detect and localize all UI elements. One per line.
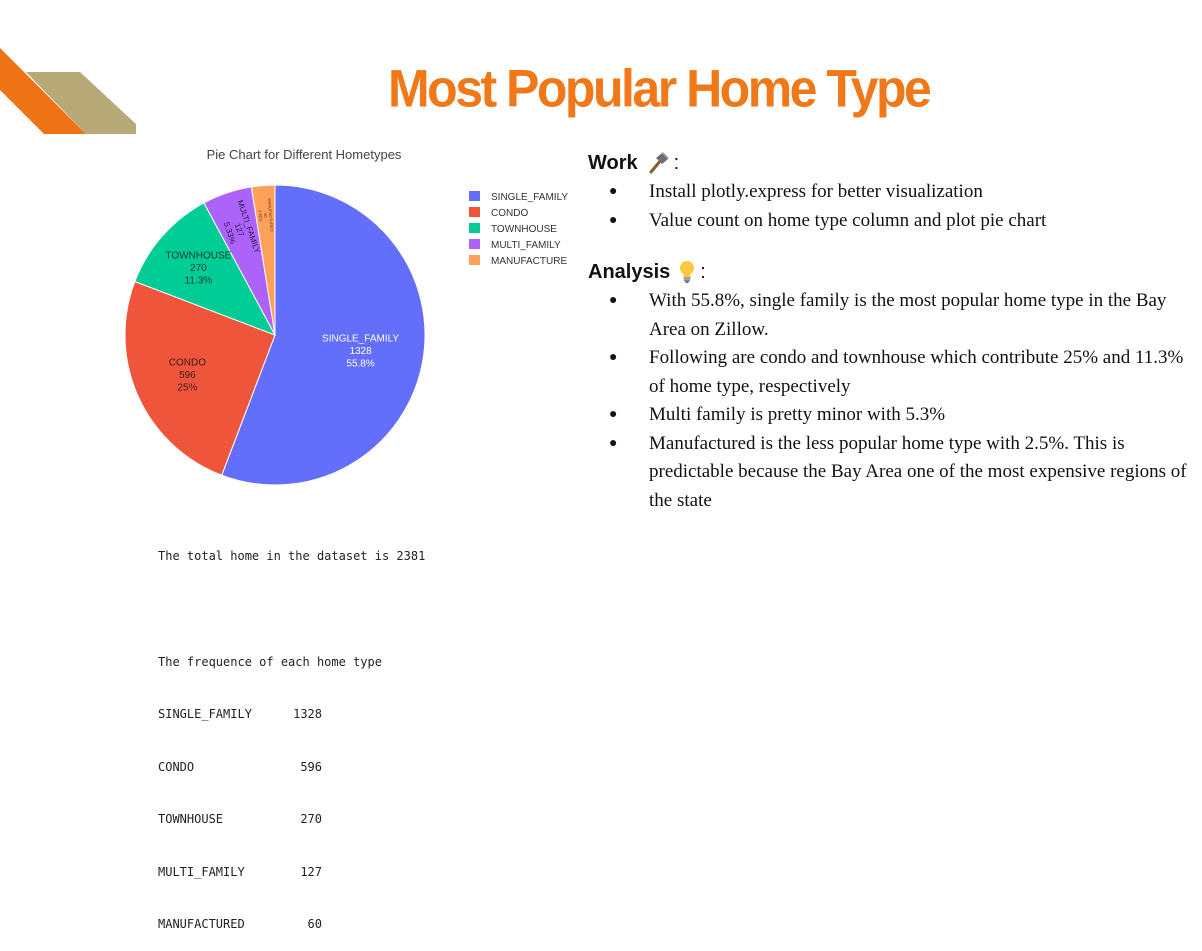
console-row-count: 596 — [300, 759, 322, 774]
console-row: MANUFACTURED 60 — [158, 916, 518, 934]
pie-chart: Pie Chart for Different Hometypes SINGLE_… — [100, 138, 580, 498]
legend-item[interactable]: MANUFACTURE — [469, 255, 567, 267]
slice-label-line: 2.52% — [258, 210, 264, 222]
work-bullet: Value count on home type column and plot… — [588, 207, 1188, 236]
console-row-count: 127 — [300, 864, 322, 879]
console-row: MULTI_FAMILY 127 — [158, 864, 518, 882]
console-total-line: The total home in the dataset is 2381 — [158, 549, 426, 563]
analysis-heading-colon: : — [700, 260, 706, 283]
analysis-heading: Analysis : — [588, 257, 1188, 287]
slice-label-line: 270 — [190, 263, 207, 274]
analysis-bullets: With 55.8%, single family is the most po… — [588, 287, 1188, 515]
slice-label-line: 25% — [177, 382, 197, 393]
work-heading-colon: : — [673, 151, 680, 174]
legend-swatch — [469, 207, 480, 217]
console-row-count: 1328 — [293, 707, 322, 721]
pie-chart-svg: Pie Chart for Different Hometypes SINGLE_… — [124, 147, 568, 486]
legend-label: SINGLE_FAMILY — [491, 192, 568, 203]
lightbulb-icon — [680, 261, 695, 283]
slice-label-line: MANUFACTURED — [267, 198, 275, 232]
legend-label: TOWNHOUSE — [491, 224, 557, 235]
hammer-icon — [649, 152, 669, 174]
pie-slice-manufactured[interactable] — [250, 184, 276, 336]
legend-item[interactable]: MULTI_FAMILY — [469, 239, 561, 251]
legend-swatch — [469, 239, 480, 249]
work-bullet: Install plotly.express for better visual… — [588, 178, 1188, 207]
console-output: The total home in the dataset is 2381 Th… — [158, 513, 518, 951]
slice-label-line: TOWNHOUSE — [165, 251, 231, 262]
console-row-name: CONDO — [158, 759, 195, 774]
corner-decoration — [0, 48, 136, 134]
console-row-name: MANUFACTURED — [158, 917, 245, 931]
work-heading: Work : — [588, 148, 1188, 178]
console-row-count: 60 — [307, 917, 322, 931]
legend-item[interactable]: TOWNHOUSE — [469, 223, 557, 235]
slide-title: Most Popular Home Type — [388, 59, 932, 118]
khaki-stripe — [26, 72, 136, 134]
console-row-name: TOWNHOUSE — [158, 812, 224, 826]
notes-panel: Work : Install plotly.express for better… — [588, 148, 1188, 515]
console-row-count: 270 — [300, 812, 322, 826]
analysis-bullet: Manufactured is the less popular home ty… — [588, 430, 1188, 516]
slice-label-line: CONDO — [169, 357, 206, 368]
slice-label-line: 55.8% — [346, 359, 374, 370]
legend-label: MANUFACTURE — [491, 256, 567, 267]
slice-label-line: 1328 — [349, 346, 372, 357]
legend-swatch — [469, 223, 480, 233]
console-row-name: SINGLE_FAMILY — [158, 707, 252, 721]
chart-title: Pie Chart for Different Hometypes — [207, 147, 402, 162]
console-row: CONDO 596 — [158, 759, 518, 777]
legend-label: MULTI_FAMILY — [491, 240, 561, 251]
work-heading-text: Work — [588, 151, 638, 174]
legend-label: CONDO — [491, 208, 528, 219]
slice-label-line: 60 — [263, 213, 268, 219]
orange-stripe — [0, 48, 86, 134]
legend-item[interactable]: SINGLE_FAMILY — [469, 191, 568, 203]
pie-slice-single-family[interactable] — [221, 184, 426, 486]
analysis-heading-text: Analysis — [588, 260, 671, 283]
pie-slice-condo[interactable] — [124, 280, 276, 476]
analysis-bullet: With 55.8%, single family is the most po… — [588, 287, 1188, 344]
analysis-bullet: Following are condo and townhouse which … — [588, 344, 1188, 401]
legend-swatch — [469, 191, 480, 201]
console-row-name: MULTI_FAMILY — [158, 864, 245, 879]
pie-slice-townhouse[interactable] — [134, 202, 277, 336]
slice-label-line: 596 — [179, 370, 196, 381]
legend-swatch — [469, 255, 480, 265]
legend-item[interactable]: CONDO — [469, 207, 528, 219]
console-row: TOWNHOUSE 270 — [158, 811, 518, 829]
work-bullets: Install plotly.express for better visual… — [588, 178, 1188, 235]
slice-label-line: 11.3% — [185, 276, 213, 287]
slice-label-line: 127 — [233, 222, 246, 238]
console-row: SINGLE_FAMILY 1328 — [158, 706, 518, 724]
console-freq-header: The frequence of each home type — [158, 654, 382, 669]
slice-label-line: SINGLE_FAMILY — [322, 334, 399, 345]
analysis-bullet: Multi family is pretty minor with 5.3% — [588, 401, 1188, 430]
